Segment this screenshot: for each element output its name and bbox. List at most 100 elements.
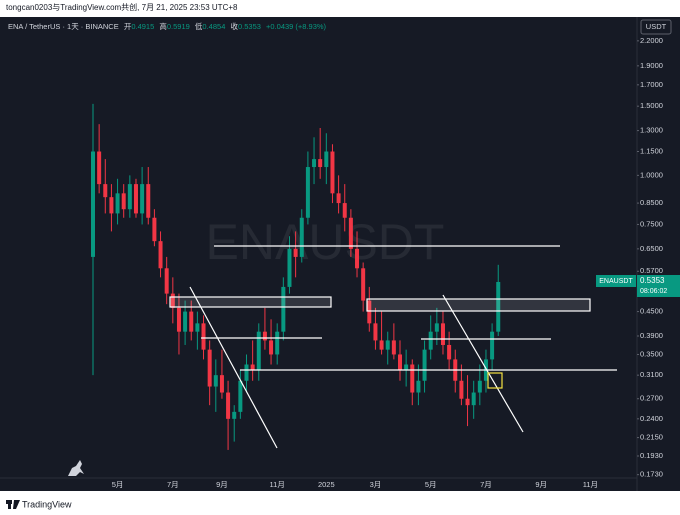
- y-tick-label: 0.2400: [640, 414, 663, 423]
- candle-body: [385, 340, 390, 350]
- legend-value: 0.5353: [238, 22, 261, 31]
- y-tick-label: 0.1730: [640, 470, 663, 479]
- candle-body: [312, 159, 317, 168]
- candle-body: [127, 184, 132, 210]
- candle-body: [342, 203, 347, 218]
- y-tick-label: 0.4500: [640, 307, 663, 316]
- candle-body: [232, 411, 237, 419]
- y-tick-label: 1.1500: [640, 146, 663, 155]
- candle-body: [244, 364, 249, 381]
- candle-body: [164, 268, 169, 294]
- candle-body: [471, 392, 476, 406]
- candle-body: [207, 349, 212, 387]
- last-price-tag: [637, 275, 680, 297]
- symbol-tag: [596, 275, 636, 287]
- candle-body: [269, 340, 274, 355]
- tv-logo-mark: [68, 460, 84, 476]
- logo-part: [6, 500, 12, 504]
- candle-body: [183, 311, 188, 332]
- y-tick-label: 2.2000: [640, 36, 663, 45]
- x-tick-label: 11月: [583, 480, 598, 489]
- y-tick-label: 0.7500: [640, 219, 663, 228]
- candle-body: [226, 392, 231, 419]
- candle-body: [121, 193, 126, 210]
- last-price: 0.5353: [640, 276, 665, 285]
- x-tick-label: 7月: [480, 480, 492, 489]
- drawings: [169, 245, 617, 449]
- y-tick-label: 1.9000: [640, 61, 663, 70]
- candle-body: [447, 344, 452, 360]
- currency-box[interactable]: [640, 19, 672, 35]
- candle-body: [434, 323, 439, 332]
- y-tick-label: 0.6500: [640, 244, 663, 253]
- candle-body: [373, 323, 378, 341]
- zone-box: [366, 298, 591, 312]
- logo-shape: [68, 460, 84, 476]
- candle-body: [213, 375, 218, 387]
- logo-part: [13, 500, 20, 509]
- x-tick-label: 11月: [270, 480, 285, 489]
- symbol-tag-text: ENAUSDT: [599, 278, 633, 285]
- y-tick-label: 0.2700: [640, 394, 663, 403]
- candle-body: [379, 340, 384, 350]
- y-tick-label: 1.7000: [640, 80, 663, 89]
- y-tick-label: 0.8500: [640, 198, 663, 207]
- candle-body: [195, 323, 200, 332]
- candle-body: [219, 375, 224, 393]
- candle-body: [250, 364, 255, 370]
- candle-body: [440, 323, 445, 345]
- legend-label: 收: [230, 21, 238, 31]
- legend-value: 0.4854: [202, 22, 225, 31]
- candle-body: [115, 193, 120, 214]
- footer-brand: TradingView: [22, 499, 72, 509]
- candle-body: [275, 331, 280, 355]
- candle-body: [140, 184, 145, 214]
- legend-change: +0.0439 (+8.93%): [266, 22, 327, 31]
- legend-label: 开: [124, 22, 132, 31]
- legend-symbol: ENA / TetherUS · 1天 · BINANCE: [8, 22, 119, 31]
- candle-body: [152, 217, 157, 242]
- candle-body: [355, 248, 360, 269]
- candle-body: [490, 331, 495, 360]
- candle-body: [287, 248, 292, 287]
- candle-body: [404, 364, 409, 370]
- legend: ENA / TetherUS · 1天 · BINANCE 开0.4915 高0…: [8, 21, 327, 31]
- candle-body: [262, 331, 267, 341]
- candle-body: [330, 151, 335, 194]
- legend-value: 0.4915: [131, 22, 154, 31]
- candle-body: [103, 184, 108, 198]
- candle-body: [146, 184, 151, 218]
- candle-body: [367, 300, 372, 324]
- legend-label: 低: [195, 21, 203, 31]
- y-tick-label: 0.3100: [640, 370, 663, 379]
- y-tick-label: 1.5000: [640, 101, 663, 110]
- candle-body: [422, 349, 427, 381]
- candle-body: [170, 293, 175, 308]
- candle-body: [416, 380, 421, 393]
- y-tick-label: 0.5700: [640, 266, 663, 275]
- legend-value: 0.5919: [167, 22, 190, 31]
- legend-label: 高: [159, 21, 167, 31]
- candle-body: [281, 286, 286, 332]
- candle-body: [109, 197, 114, 214]
- x-tick-label: 9月: [216, 480, 228, 489]
- logo-part: [8, 504, 11, 509]
- currency[interactable]: USDT: [646, 22, 667, 31]
- candle-body: [324, 151, 329, 168]
- y-tick-label: 0.3900: [640, 331, 663, 340]
- candle-body: [348, 217, 353, 249]
- x-tick-label: 2025: [318, 480, 335, 489]
- candle-body: [91, 151, 95, 257]
- candle-body: [465, 398, 470, 406]
- candle-body: [189, 311, 194, 332]
- x-tick-label: 7月: [167, 480, 179, 489]
- candle-body: [238, 380, 243, 412]
- x-tick-label: 5月: [112, 480, 124, 489]
- trend-line: [189, 286, 278, 449]
- candle-body: [410, 364, 415, 393]
- candle-body: [459, 380, 464, 399]
- countdown: 08:06:02: [640, 288, 667, 295]
- footer-logo: [6, 500, 20, 509]
- candle-body: [361, 268, 366, 301]
- trend-line: [442, 294, 524, 433]
